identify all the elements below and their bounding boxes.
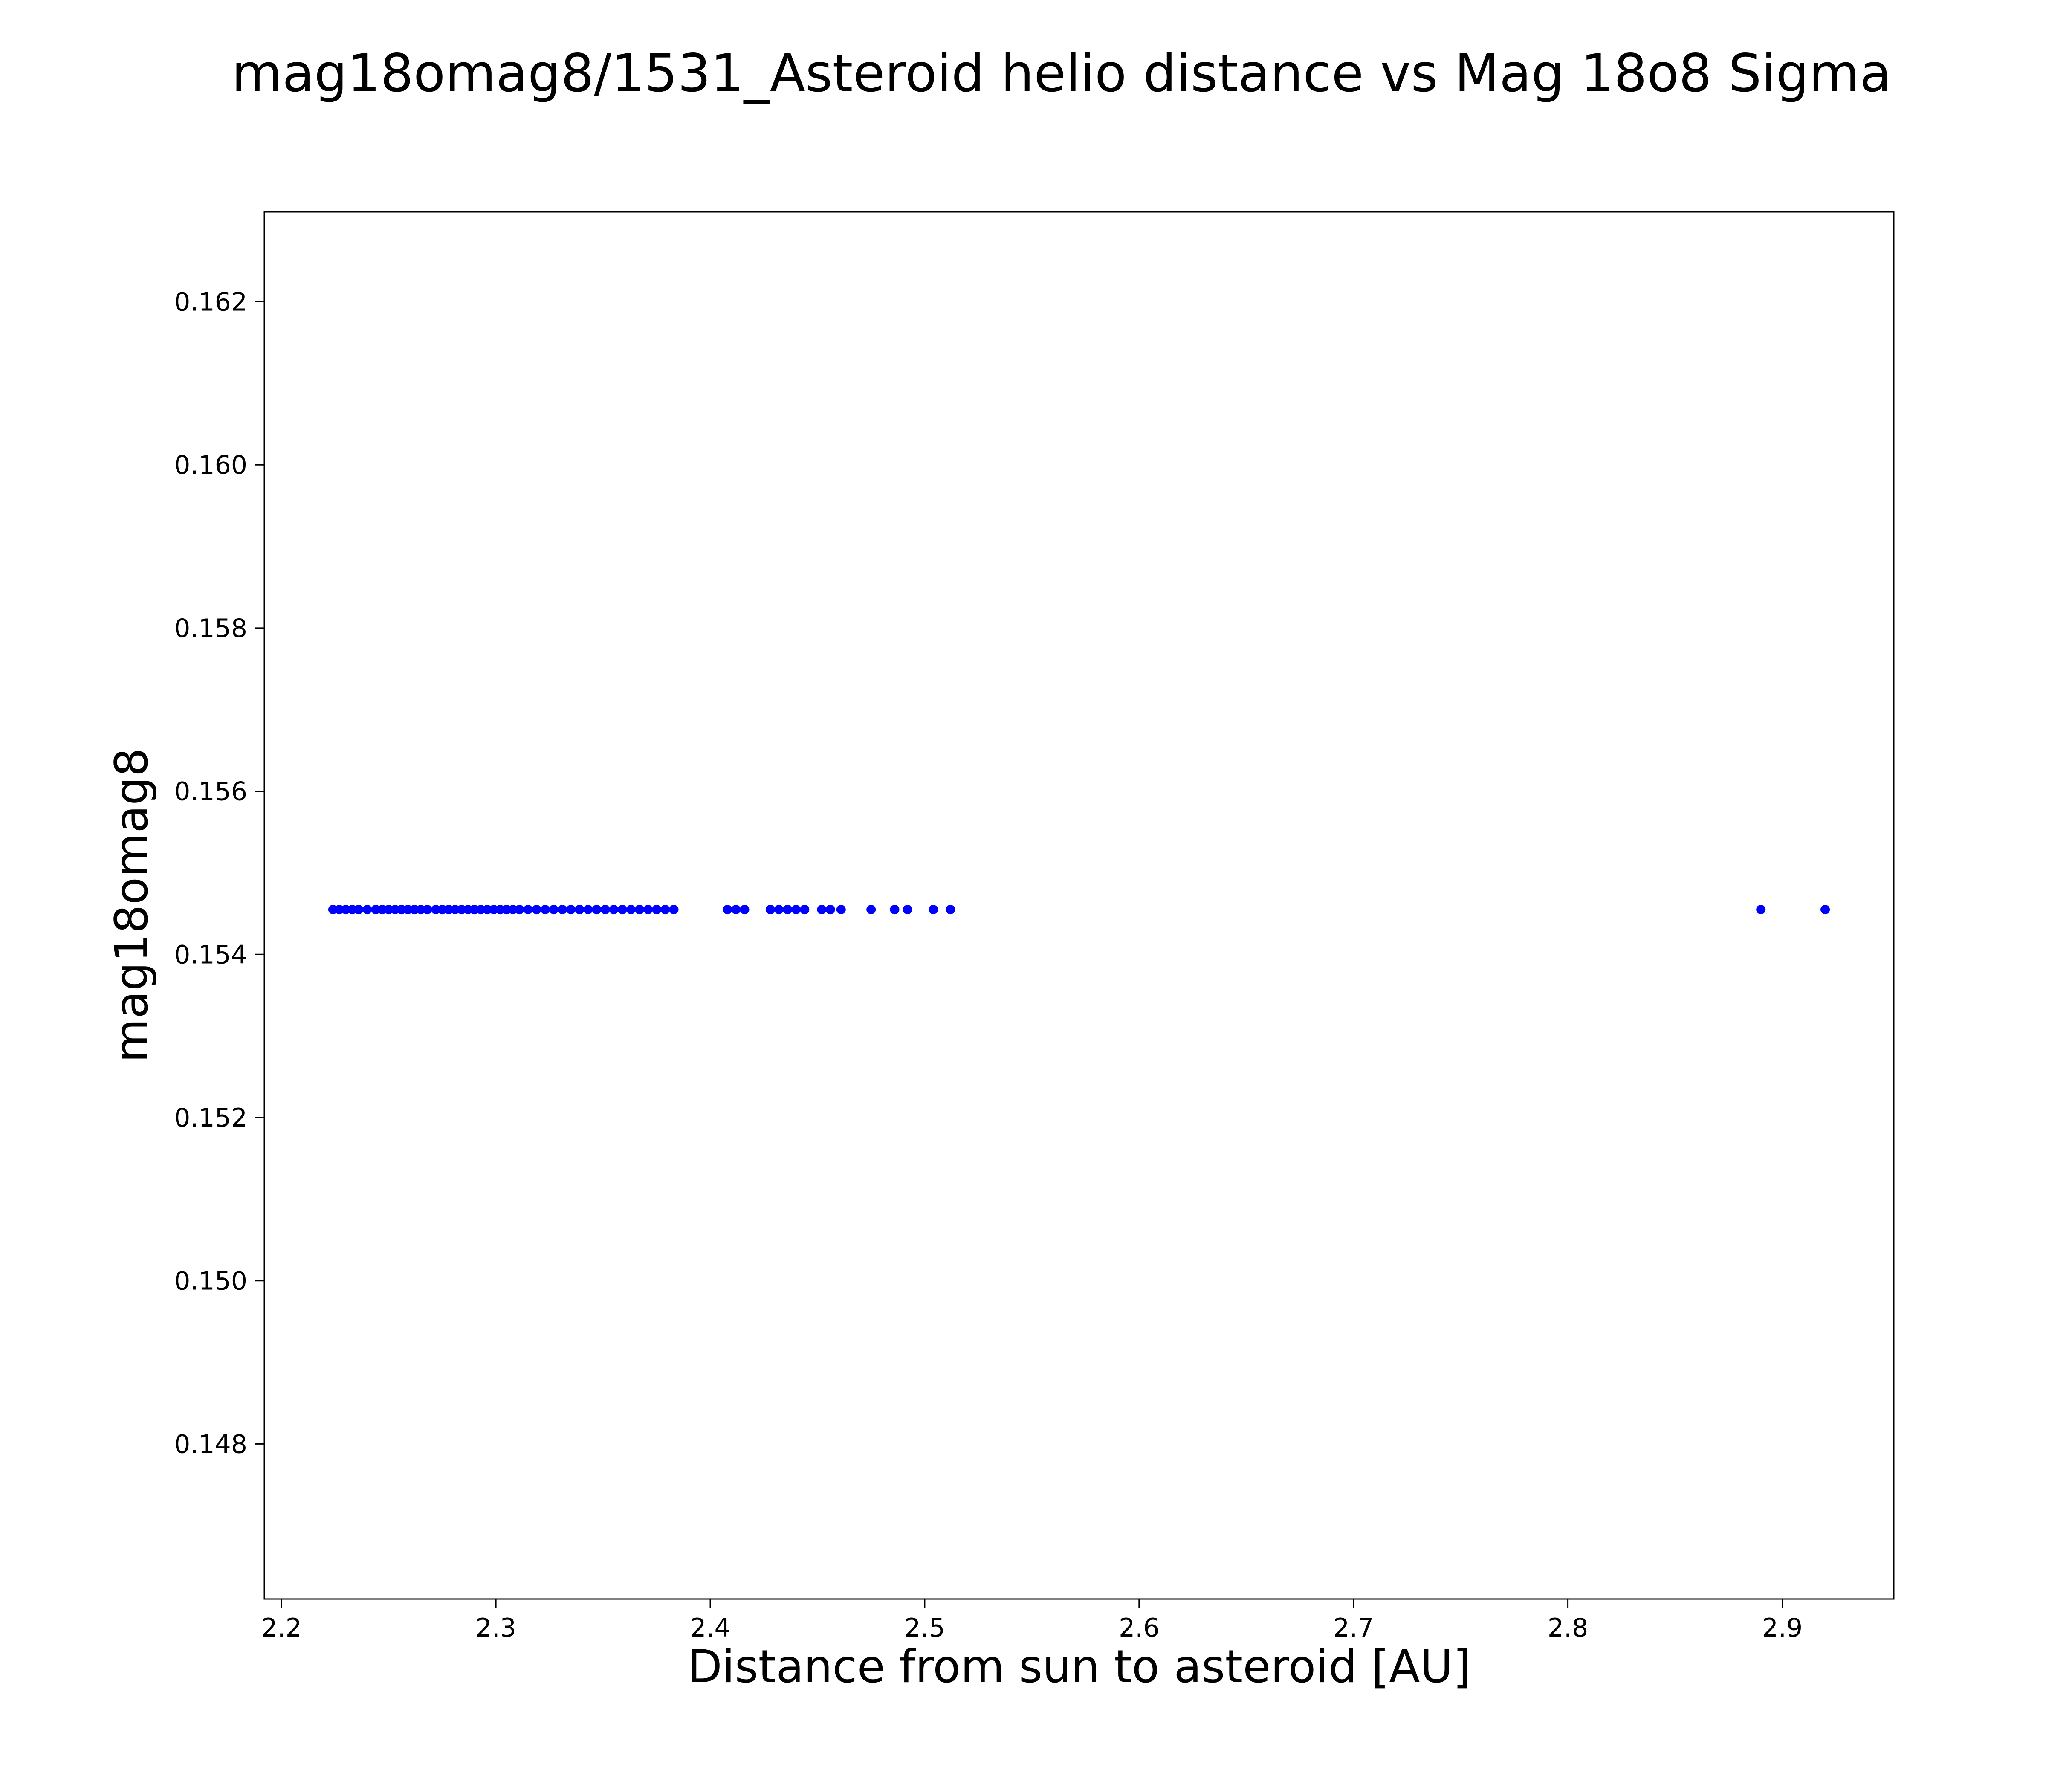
scatter-point: [371, 905, 381, 915]
scatter-point: [523, 905, 533, 915]
scatter-point: [643, 905, 653, 915]
scatter-point: [347, 905, 357, 915]
scatter-point: [626, 905, 636, 915]
scatter-point: [800, 905, 810, 915]
scatter-point: [463, 905, 473, 915]
scatter-point: [390, 905, 400, 915]
scatter-point: [489, 905, 499, 915]
scatter-point: [416, 905, 426, 915]
scatter-point: [609, 905, 619, 915]
chart-title: mag18omag8/1531_Asteroid helio distance …: [232, 43, 1891, 104]
scatter-point: [328, 905, 338, 915]
scatter-point: [377, 905, 387, 915]
scatter-point: [566, 905, 576, 915]
scatter-point: [502, 905, 512, 915]
y-tick-label: 0.158: [174, 614, 247, 643]
scatter-point: [1820, 905, 1830, 915]
scatter-point: [635, 905, 645, 915]
scatter-point: [540, 905, 550, 915]
scatter-point: [592, 905, 602, 915]
scatter-point: [354, 905, 364, 915]
x-axis-label: Distance from sun to asteroid [AU]: [687, 1640, 1470, 1693]
scatter-point: [450, 905, 460, 915]
scatter-point: [341, 905, 351, 915]
scatter-point: [669, 905, 679, 915]
scatter-point: [437, 905, 447, 915]
scatter-point: [765, 905, 775, 915]
y-tick-label: 0.154: [174, 940, 247, 970]
scatter-point: [817, 905, 827, 915]
scatter-point: [929, 905, 938, 915]
scatter-point: [774, 905, 784, 915]
scatter-point: [431, 905, 441, 915]
x-tick-label: 2.7: [1333, 1613, 1374, 1643]
scatter-point: [396, 905, 406, 915]
scatter-point: [783, 905, 793, 915]
scatter-point: [469, 905, 479, 915]
x-tick-label: 2.6: [1119, 1613, 1159, 1643]
scatter-point: [403, 905, 413, 915]
scatter-point: [600, 905, 610, 915]
x-tick-label: 2.8: [1548, 1613, 1588, 1643]
scatter-point: [583, 905, 593, 915]
scatter-point: [558, 905, 567, 915]
x-tick-label: 2.2: [261, 1613, 302, 1643]
scatter-point: [515, 905, 524, 915]
scatter-point: [549, 905, 559, 915]
scatter-point: [836, 905, 846, 915]
scatter-point: [866, 905, 876, 915]
scatter-point: [617, 905, 627, 915]
y-tick-label: 0.152: [174, 1103, 247, 1133]
scatter-point: [740, 905, 750, 915]
y-tick-label: 0.148: [174, 1429, 247, 1459]
scatter-point: [903, 905, 912, 915]
y-tick-label: 0.156: [174, 777, 247, 807]
scatter-point: [423, 905, 432, 915]
scatter-point: [791, 905, 801, 915]
scatter-point: [335, 905, 344, 915]
scatter-point: [457, 905, 466, 915]
scatter-point: [476, 905, 486, 915]
scatter-point: [946, 905, 955, 915]
scatter-point: [444, 905, 454, 915]
scatter-point: [508, 905, 518, 915]
x-tick-label: 2.9: [1762, 1613, 1803, 1643]
scatter-point: [575, 905, 585, 915]
y-axis-label: mag18omag8: [105, 748, 158, 1063]
scatter-point: [825, 905, 835, 915]
y-tick-label: 0.162: [174, 287, 247, 317]
x-tick-label: 2.5: [904, 1613, 945, 1643]
scatter-point: [660, 905, 670, 915]
y-tick-label: 0.150: [174, 1266, 247, 1296]
scatter-point: [1756, 905, 1766, 915]
scatter-point: [652, 905, 662, 915]
plot-frame: [263, 211, 1895, 1600]
scatter-point: [384, 905, 394, 915]
scatter-point: [483, 905, 492, 915]
scatter-point: [731, 905, 741, 915]
scatter-point: [890, 905, 900, 915]
plot-dynamic-layer: 2.2 2.3 2.4 2.5 2.6 2.7 2.8 2.9 0.148 0.150 0.152 0…: [174, 287, 1830, 1643]
x-tick-label: 2.4: [690, 1613, 730, 1643]
scatter-point: [362, 905, 372, 915]
scatter-point: [532, 905, 541, 915]
scatter-point: [410, 905, 420, 915]
x-tick-label: 2.3: [475, 1613, 516, 1643]
scatter-point: [723, 905, 732, 915]
y-tick-label: 0.160: [174, 450, 247, 480]
scatter-point: [495, 905, 505, 915]
